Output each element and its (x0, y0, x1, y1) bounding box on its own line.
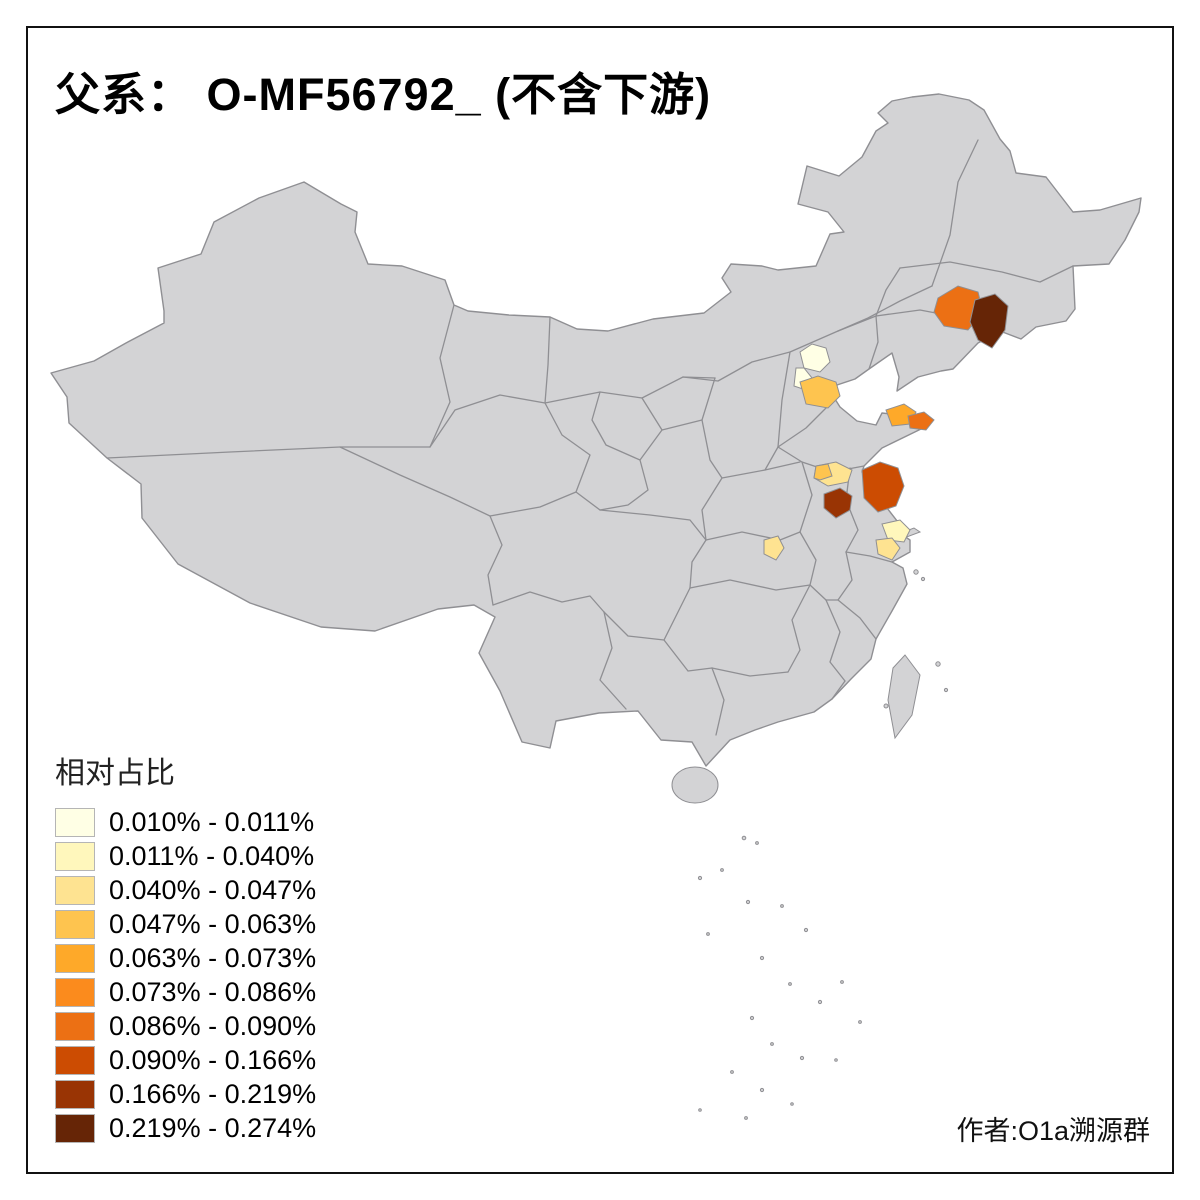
legend-label: 0.166% - 0.219% (109, 1079, 317, 1109)
legend-swatch (55, 1080, 95, 1109)
region-shanghai-south (875, 537, 901, 561)
taiwan-island (887, 654, 921, 740)
legend-item: 0.090% - 0.166% (55, 1045, 317, 1075)
page-title: 父系： O-MF56792_ (不含下游) (55, 69, 712, 120)
legend-swatch (55, 944, 95, 973)
legend-item: 0.086% - 0.090% (55, 1011, 317, 1041)
legend-swatch (55, 876, 95, 905)
attribution-text: 作者:O1a溯源群 (956, 1116, 1150, 1146)
legend-swatch (55, 978, 95, 1007)
region-hubei-small (763, 535, 785, 561)
region-shanghai-north (881, 519, 911, 543)
legend-label: 0.086% - 0.090% (109, 1011, 317, 1041)
legend-label: 0.047% - 0.063% (109, 909, 317, 939)
legend-label: 0.219% - 0.274% (109, 1113, 317, 1143)
legend-swatch (55, 910, 95, 939)
legend-item: 0.063% - 0.073% (55, 943, 317, 973)
legend-label: 0.090% - 0.166% (109, 1045, 317, 1075)
hainan-island (671, 766, 719, 804)
legend-item: 0.011% - 0.040% (55, 841, 316, 871)
legend-swatch (55, 1012, 95, 1041)
legend-title: 相对占比 (55, 757, 175, 790)
legend-item: 0.047% - 0.063% (55, 909, 317, 939)
region-hebei-tianjin (799, 375, 841, 409)
region-shandong-east (907, 411, 935, 431)
legend-label: 0.040% - 0.047% (109, 875, 317, 905)
legend-swatch (55, 808, 95, 837)
choropleth-regions (763, 285, 1009, 561)
mainland-china-shape (50, 93, 1142, 767)
legend: 相对占比 0.010% - 0.011% 0.011% - 0.040% 0.0… (55, 748, 316, 1148)
legend-swatch (55, 1046, 95, 1075)
legend-swatch (55, 842, 95, 871)
legend-item: 0.010% - 0.011% (55, 807, 316, 837)
region-anhui-dark (823, 487, 853, 519)
islands (671, 527, 949, 1120)
region-huaibei-mid (813, 463, 833, 481)
legend-label: 0.010% - 0.011% (109, 807, 315, 837)
legend-item: 0.040% - 0.047% (55, 875, 317, 905)
legend-label: 0.073% - 0.086% (109, 977, 317, 1007)
legend-item: 0.166% - 0.219% (55, 1079, 317, 1109)
region-jiangsu-north (861, 461, 905, 513)
legend-label: 0.011% - 0.040% (109, 841, 315, 871)
region-northeast-east (969, 293, 1009, 349)
legend-item: 0.073% - 0.086% (55, 977, 317, 1007)
legend-swatch (55, 1114, 95, 1143)
province-borders (106, 139, 1074, 736)
legend-item: 0.219% - 0.274% (55, 1113, 317, 1143)
legend-label: 0.063% - 0.073% (109, 943, 317, 973)
